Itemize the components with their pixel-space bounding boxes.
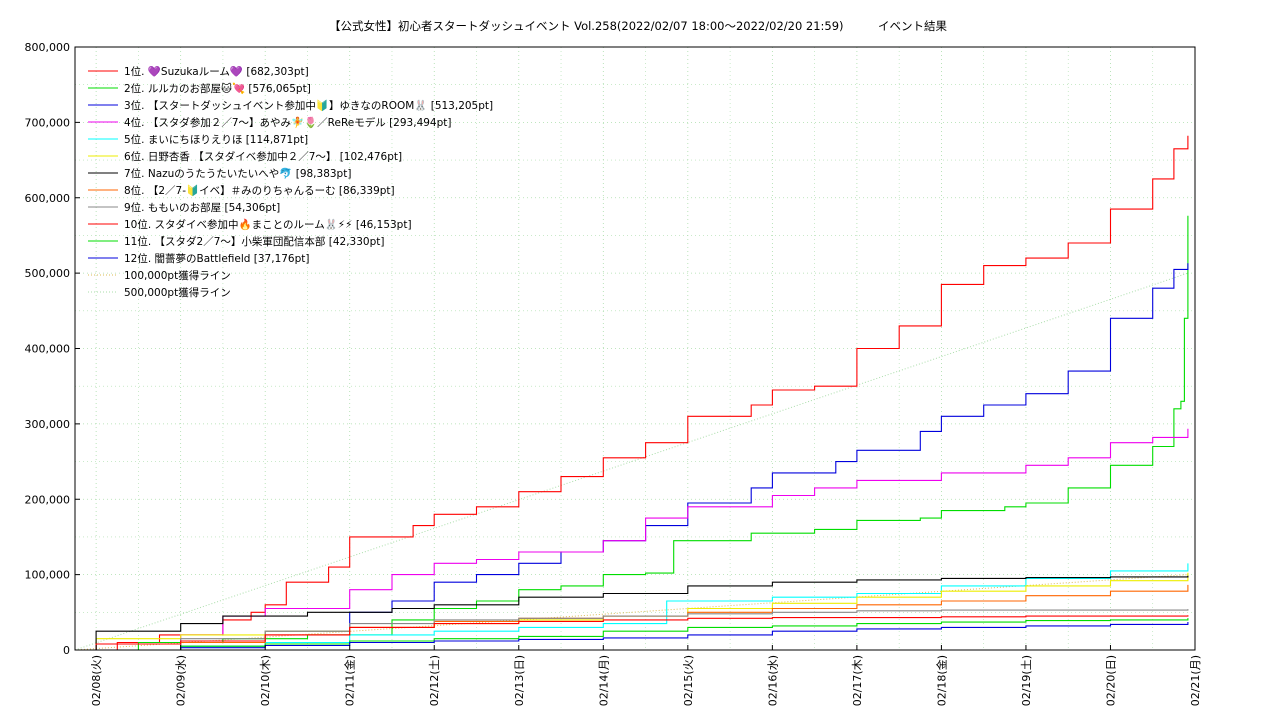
y-tick-label: 300,000: [25, 418, 71, 431]
legend: 1位. 💜Suzukaルーム💜 [682,303pt] 2位. ルルカのお部屋🐱💘…: [88, 65, 493, 299]
legend-label: 11位. 【スタダ2／7〜】小柴軍団配信本部 [42,330pt]: [124, 235, 384, 248]
x-tick-label: 02/20(日): [1104, 655, 1117, 706]
x-tick-label: 02/18(金): [934, 655, 948, 706]
series-line: [75, 263, 1189, 651]
x-tick-label: 02/08(火): [90, 655, 103, 706]
x-tick-label: 02/16(水): [766, 655, 779, 706]
series-line: [75, 215, 1189, 651]
legend-label: 5位. まいにちほりえりほ [114,871pt]: [124, 133, 308, 146]
y-tick-label: 800,000: [25, 41, 71, 54]
legend-label: 6位. 日野杏香 【スタダイベ参加中２／7〜】 [102,476pt]: [124, 150, 402, 163]
series-line: [75, 615, 1189, 651]
reference-lines-layer: [74, 272, 1189, 651]
legend-label: 4位. 【スタダ参加２／7〜】あやみ🧚🌷／ReReモデル [293,494pt]: [124, 116, 451, 129]
series-line: [75, 622, 1189, 651]
series-line: [75, 584, 1189, 651]
grid-layer: [75, 47, 1195, 650]
y-tick-label: 700,000: [25, 116, 71, 129]
x-tick-label: 02/14(月): [597, 655, 610, 706]
x-tick-label: 02/17(木): [851, 655, 864, 706]
x-tick-label: 02/13(日): [513, 655, 526, 706]
series-line: [75, 618, 1189, 651]
legend-label: 1位. 💜Suzukaルーム💜 [682,303pt]: [124, 65, 309, 78]
x-tick-label: 02/10(木): [259, 655, 272, 706]
legend-label: 100,000pt獲得ライン: [124, 269, 231, 282]
y-tick-label: 100,000: [25, 569, 71, 582]
series-line: [75, 609, 1189, 651]
series-lines-layer: [75, 135, 1189, 651]
legend-label: 500,000pt獲得ライン: [124, 286, 231, 299]
reference-line: [74, 272, 1189, 651]
chart-title: 【公式女性】初心者スタートダッシュイベント Vol.258(2022/02/07…: [329, 19, 948, 33]
axes-layer: 0 100,000 200,000 300,000 400,000 500,000 600,…: [25, 41, 1203, 706]
x-tick-label: 02/12(土): [428, 655, 441, 706]
y-tick-label: 500,000: [25, 267, 71, 280]
y-tick-label: 600,000: [25, 192, 71, 205]
series-line: [75, 428, 1189, 651]
legend-label: 10位. スタダイベ参加中🔥まことのルーム🐰⚡⚡ [46,153pt]: [124, 218, 412, 231]
series-line: [75, 563, 1189, 651]
y-tick-label: 0: [63, 644, 70, 657]
y-tick-label: 400,000: [25, 343, 71, 356]
legend-label: 12位. 闇薔夢のBattlefield [37,176pt]: [124, 252, 310, 265]
x-tick-label: 02/11(金): [343, 655, 357, 706]
legend-label: 3位. 【スタートダッシュイベント参加中🔰】ゆきなのROOM🐰 [513,205…: [124, 99, 493, 112]
legend-label: 7位. Nazuのうたうたいたいへや🐬 [98,383pt]: [124, 167, 351, 180]
y-tick-label: 200,000: [25, 493, 71, 506]
x-tick-label: 02/21(月): [1189, 655, 1202, 706]
legend-label: 9位. ももいのお部屋 [54,306pt]: [124, 201, 280, 214]
x-tick-label: 02/19(土): [1020, 655, 1033, 706]
x-tick-label: 02/09(水): [175, 655, 188, 706]
series-line: [75, 135, 1189, 651]
x-tick-label: 02/15(火): [682, 655, 695, 706]
series-line: [75, 575, 1189, 651]
legend-label: 2位. ルルカのお部屋🐱💘 [576,065pt]: [124, 82, 311, 95]
legend-label: 8位. 【2／7-🔰イベ】＃みのりちゃんるーむ [86,339pt]: [124, 184, 395, 197]
